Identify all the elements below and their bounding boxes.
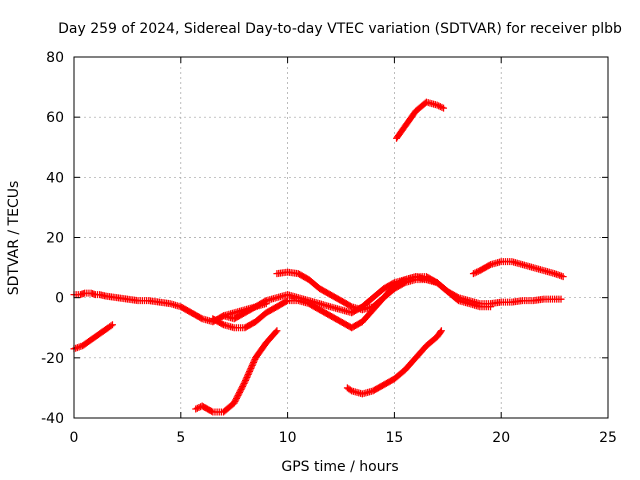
data-point [400, 276, 408, 284]
data-layer [70, 98, 567, 416]
data-point [473, 268, 481, 276]
data-point [243, 373, 251, 381]
y-tick-label: -20 [41, 351, 64, 367]
data-point [232, 396, 240, 404]
data-point [246, 367, 254, 375]
data-point [239, 381, 247, 389]
data-point [440, 104, 448, 112]
data-point [273, 327, 281, 335]
x-tick-label: 15 [385, 430, 403, 446]
data-point [240, 379, 248, 387]
data-point [469, 270, 477, 278]
data-point [218, 320, 226, 328]
y-tick-label: 80 [46, 50, 64, 66]
data-point [485, 261, 493, 269]
x-tick-label: 20 [492, 430, 510, 446]
data-point [246, 366, 254, 374]
data-point [437, 327, 445, 335]
data-point [233, 393, 241, 401]
data-point [241, 378, 249, 386]
x-axis-label: GPS time / hours [281, 459, 398, 475]
data-point [248, 361, 256, 369]
data-point [433, 101, 441, 109]
y-tick-label: 20 [46, 231, 64, 247]
data-point [436, 103, 444, 111]
series-track-8 [343, 327, 445, 398]
x-tick-label: 5 [176, 430, 185, 446]
series-track-9 [469, 258, 567, 281]
data-point [245, 369, 253, 377]
data-point [238, 384, 246, 392]
data-point [282, 297, 290, 305]
data-point [244, 372, 252, 380]
data-point [108, 321, 116, 329]
axis-ticks: 0 5 10 15 20 25 -40 -20 0 20 40 60 80 [41, 50, 617, 446]
y-tick-label: 0 [55, 291, 64, 307]
data-point [346, 302, 354, 310]
y-axis-label: SDTVAR / TECUs [6, 181, 22, 296]
data-point [557, 295, 565, 303]
data-point [435, 102, 443, 110]
series-track-5 [220, 273, 565, 323]
data-point [197, 314, 205, 322]
data-point [248, 363, 256, 371]
data-point [231, 397, 239, 405]
data-point [230, 399, 238, 407]
data-point [247, 364, 255, 372]
data-point [237, 385, 245, 393]
data-point [559, 273, 567, 281]
y-tick-label: -40 [41, 411, 64, 427]
series-track-3 [192, 327, 281, 416]
data-point [272, 328, 280, 336]
data-point [261, 297, 269, 305]
data-point [232, 394, 240, 402]
data-point [236, 388, 244, 396]
data-point [208, 407, 216, 415]
data-point [235, 390, 243, 398]
data-point [234, 391, 242, 399]
data-point [437, 328, 445, 336]
data-point [346, 386, 354, 394]
data-point [192, 405, 200, 413]
data-point [236, 387, 244, 395]
data-point [438, 103, 446, 111]
data-point [239, 382, 247, 390]
data-point [471, 269, 479, 277]
x-tick-label: 0 [70, 430, 79, 446]
series-track-7 [393, 98, 448, 142]
data-point [244, 370, 252, 378]
data-point [487, 303, 495, 311]
series-track-1 [70, 289, 270, 326]
data-point [250, 358, 258, 366]
y-tick-label: 40 [46, 170, 64, 186]
data-point [249, 360, 257, 368]
data-point [193, 404, 201, 412]
grid-lines [74, 57, 608, 418]
y-tick-label: 60 [46, 110, 64, 126]
series-track-6 [273, 268, 495, 314]
data-point [242, 376, 250, 384]
data-point [195, 403, 203, 411]
series-track-2 [70, 321, 116, 353]
data-point [250, 357, 258, 365]
x-tick-label: 10 [279, 430, 297, 446]
data-point [107, 322, 115, 330]
chart-title: Day 259 of 2024, Sidereal Day-to-day VTE… [58, 21, 622, 37]
data-point [242, 375, 250, 383]
x-tick-label: 25 [599, 430, 617, 446]
